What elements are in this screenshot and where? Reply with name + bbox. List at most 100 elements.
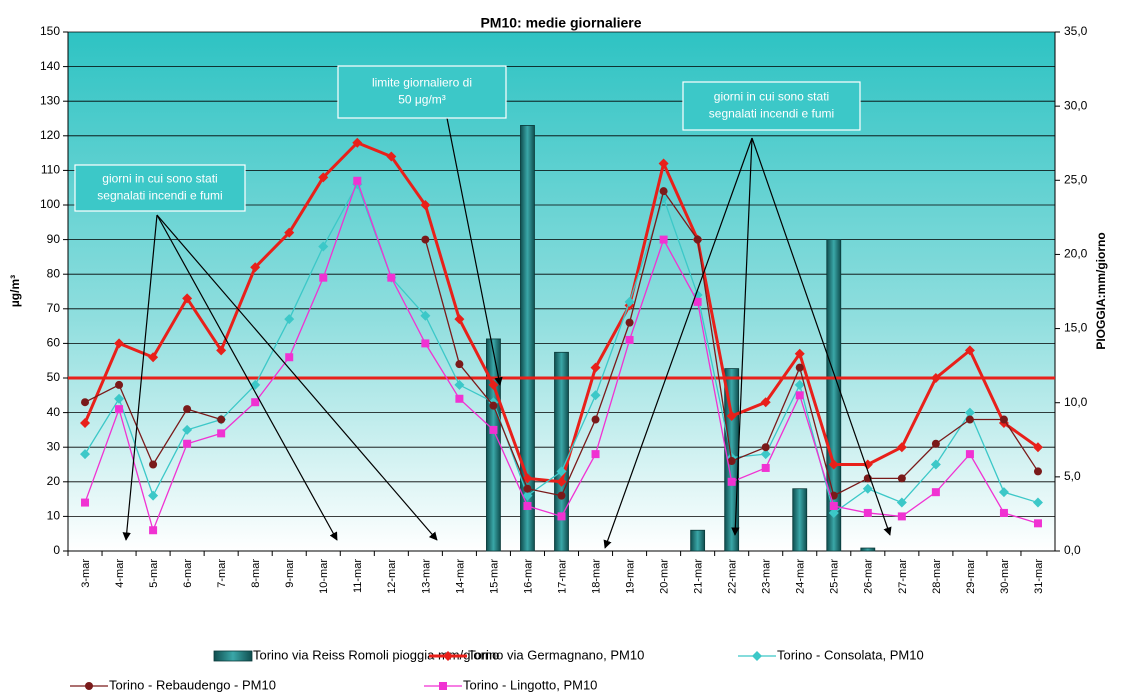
- point: [965, 415, 974, 424]
- legend-label: Torino - Consolata, PM10: [777, 647, 924, 662]
- x-tick-label: 26-mar: [863, 559, 875, 594]
- y-tick-label: 130: [40, 93, 60, 107]
- x-tick-label: 6-mar: [182, 559, 194, 588]
- annotation-box: [74, 164, 246, 212]
- annotation-box: [682, 81, 861, 131]
- x-tick-label: 9-mar: [284, 559, 296, 588]
- y-tick-label: 110: [41, 163, 60, 177]
- legend-label: Torino - Rebaudengo - PM10: [109, 677, 276, 692]
- point: [85, 682, 93, 690]
- point: [828, 459, 839, 470]
- point: [523, 484, 532, 493]
- x-tick-label: 17-mar: [556, 559, 568, 594]
- x-tick-label: 23-mar: [761, 559, 773, 594]
- point: [284, 314, 295, 325]
- point: [897, 474, 906, 483]
- point: [964, 345, 975, 356]
- point: [217, 415, 226, 424]
- point: [1033, 519, 1042, 528]
- point: [624, 296, 635, 307]
- point: [693, 297, 702, 306]
- point: [387, 273, 396, 282]
- y-tick-label: 0: [53, 543, 60, 557]
- point: [353, 176, 362, 185]
- point: [489, 425, 498, 434]
- bar: [690, 529, 706, 552]
- point: [81, 398, 90, 407]
- y2-tick-label: 5,0: [1064, 469, 1081, 483]
- point: [693, 235, 702, 244]
- point: [148, 490, 159, 501]
- point: [930, 459, 941, 470]
- annotation-box: [337, 65, 507, 119]
- legend-label: Torino via Reiss Romoli pioggia mm/giorn…: [253, 647, 499, 662]
- y2-tick-label: 35,0: [1064, 24, 1088, 38]
- point: [1032, 497, 1043, 508]
- x-tick-label: 5-mar: [148, 559, 160, 588]
- point: [964, 407, 975, 418]
- point: [591, 415, 600, 424]
- point: [896, 442, 907, 453]
- point: [523, 502, 532, 511]
- point: [386, 151, 397, 162]
- point: [1032, 442, 1043, 453]
- y2-tick-label: 10,0: [1064, 395, 1088, 409]
- bar: [554, 351, 569, 552]
- x-tick-label: 27-mar: [897, 559, 909, 594]
- x-tick-label: 7-mar: [216, 559, 228, 588]
- point: [556, 476, 567, 487]
- x-tick-label: 31-mar: [1033, 559, 1045, 594]
- y-tick-label: 150: [40, 24, 60, 38]
- y2-tick-label: 30,0: [1064, 98, 1088, 112]
- point: [318, 241, 329, 252]
- point: [829, 502, 838, 511]
- y-tick-label: 30: [47, 439, 61, 453]
- point: [897, 512, 906, 521]
- point: [999, 415, 1008, 424]
- point: [455, 360, 464, 369]
- point: [998, 487, 1009, 498]
- point: [318, 172, 329, 183]
- y-tick-label: 60: [47, 336, 61, 350]
- point: [591, 450, 600, 459]
- point: [182, 424, 193, 435]
- point: [217, 429, 226, 438]
- point: [284, 227, 295, 238]
- point: [439, 682, 447, 690]
- x-tick-label: 19-mar: [624, 559, 636, 594]
- annotation-text: giorni in cui sono stati: [714, 90, 829, 104]
- point: [795, 391, 804, 400]
- point: [556, 466, 567, 477]
- y-tick-label: 100: [40, 197, 60, 211]
- point: [149, 526, 158, 535]
- x-tick-label: 12-mar: [386, 559, 398, 594]
- annotation-text: segnalati incendi e fumi: [97, 189, 222, 203]
- x-tick-label: 30-mar: [999, 559, 1011, 594]
- point: [828, 507, 839, 518]
- x-tick-label: 29-mar: [965, 559, 977, 594]
- point: [625, 318, 634, 327]
- point: [285, 353, 294, 362]
- y-tick-label: 20: [47, 474, 61, 488]
- y-tick-label: 80: [47, 266, 61, 280]
- y-axis-label: µg/m³: [8, 275, 22, 307]
- point: [443, 651, 453, 661]
- point: [557, 512, 566, 521]
- x-tick-label: 10-mar: [318, 559, 330, 594]
- annotation-text: giorni in cui sono stati: [102, 172, 217, 186]
- bar: [520, 125, 535, 552]
- annotation-arrows: [122, 117, 892, 549]
- x-tick-label: 25-mar: [829, 559, 841, 594]
- point: [115, 380, 124, 389]
- point: [761, 443, 770, 452]
- bar: [860, 547, 876, 552]
- point: [148, 352, 159, 363]
- y-tick-label: 50: [47, 370, 61, 384]
- point: [863, 508, 872, 517]
- annotation-text: segnalati incendi e fumi: [709, 107, 834, 121]
- point: [183, 405, 192, 414]
- point: [80, 417, 91, 428]
- bar: [486, 338, 501, 552]
- x-tick-label: 3-mar: [80, 559, 92, 588]
- y2-tick-label: 20,0: [1064, 247, 1088, 261]
